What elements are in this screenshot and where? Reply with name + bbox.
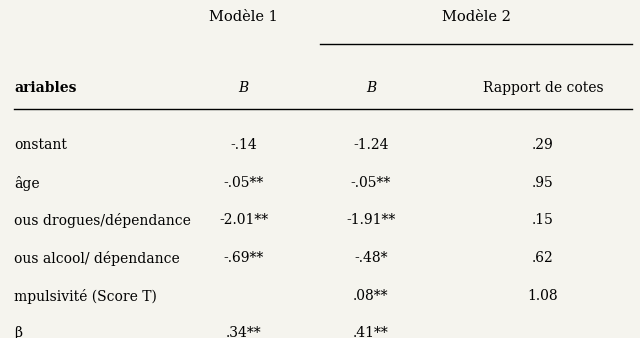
Text: -.05**: -.05**: [351, 176, 391, 190]
Text: β: β: [14, 326, 22, 338]
Text: ous drogues/dépendance: ous drogues/dépendance: [14, 213, 191, 228]
Text: .41**: .41**: [353, 326, 389, 338]
Text: Modèle 1: Modèle 1: [209, 10, 278, 24]
Text: .95: .95: [532, 176, 554, 190]
Text: .08**: .08**: [353, 289, 388, 303]
Text: .34**: .34**: [226, 326, 261, 338]
Text: mpulsivité (Score T): mpulsivité (Score T): [14, 289, 157, 304]
Text: B: B: [239, 81, 249, 95]
Text: ous alcool/ dépendance: ous alcool/ dépendance: [14, 251, 180, 266]
Text: -.14: -.14: [230, 138, 257, 152]
Text: Rapport de cotes: Rapport de cotes: [483, 81, 604, 95]
Text: âge: âge: [14, 176, 40, 191]
Text: .15: .15: [532, 213, 554, 227]
Text: 1.08: 1.08: [528, 289, 558, 303]
Text: ariables: ariables: [14, 81, 77, 95]
Text: -.48*: -.48*: [354, 251, 388, 265]
Text: -.05**: -.05**: [223, 176, 264, 190]
Text: -1.91**: -1.91**: [346, 213, 396, 227]
Text: .62: .62: [532, 251, 554, 265]
Text: onstant: onstant: [14, 138, 67, 152]
Text: -2.01**: -2.01**: [219, 213, 268, 227]
Text: -.69**: -.69**: [223, 251, 264, 265]
Text: Modèle 2: Modèle 2: [442, 10, 511, 24]
Text: B: B: [366, 81, 376, 95]
Text: .29: .29: [532, 138, 554, 152]
Text: -1.24: -1.24: [353, 138, 388, 152]
